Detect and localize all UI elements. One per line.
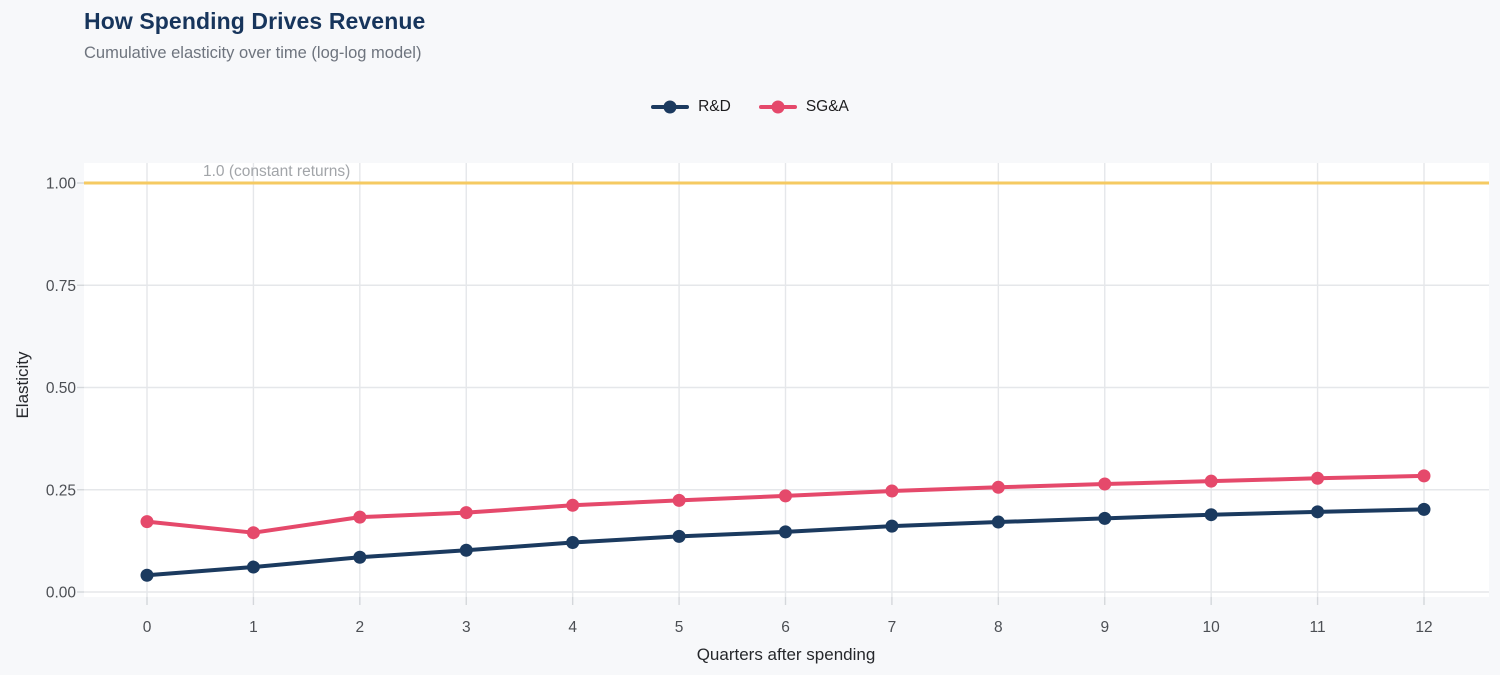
x-tick-label: 10 (1203, 619, 1221, 636)
legend-label-sga: SG&A (805, 98, 849, 115)
x-tick-label: 8 (994, 619, 1003, 636)
y-tick-label: 0.25 (46, 482, 76, 499)
legend-label-rd: R&D (698, 98, 731, 115)
rd-series-marker-icon (651, 100, 690, 114)
data-point-sga (1417, 469, 1431, 483)
x-tick-label: 3 (462, 619, 471, 636)
data-point-sga (246, 526, 260, 540)
reference-line-label: 1.0 (constant returns) (203, 163, 350, 180)
y-tick-label: 1.00 (46, 176, 77, 193)
page-subtitle: Cumulative elasticity over time (log-log… (84, 44, 422, 62)
data-point-sga (779, 489, 792, 503)
data-point-sga (1311, 471, 1325, 485)
data-point-rd (1098, 511, 1112, 525)
sga-dot-swatch (771, 100, 785, 114)
x-tick-label: 11 (1310, 619, 1326, 636)
data-point-rd (1417, 502, 1431, 516)
y-axis-title: Elasticity (13, 351, 32, 419)
x-tick-label: 4 (568, 619, 577, 636)
data-point-rd (353, 550, 367, 564)
data-point-rd (1204, 508, 1218, 522)
x-tick-label: 5 (675, 619, 684, 636)
data-point-rd (459, 543, 473, 557)
data-point-rd (885, 519, 899, 533)
data-point-rd (991, 515, 1005, 529)
page-title: How Spending Drives Revenue (84, 8, 426, 34)
x-tick-label: 2 (356, 619, 365, 636)
y-tick-label: 0.00 (46, 585, 77, 602)
data-point-rd (672, 529, 686, 543)
data-point-sga (459, 506, 473, 520)
x-tick-label: 6 (781, 619, 790, 636)
chart-header: How Spending Drives Revenue Cumulative e… (84, 8, 425, 63)
y-tick-label: 0.50 (46, 380, 77, 397)
data-point-sga (991, 480, 1005, 494)
data-point-rd (246, 560, 260, 574)
y-tick-label: 0.75 (46, 278, 76, 295)
rd-dot-swatch (663, 100, 677, 114)
data-point-sga (1098, 477, 1112, 491)
data-point-sga (566, 498, 580, 512)
x-tick-label: 1 (249, 619, 258, 636)
data-point-sga (885, 484, 899, 498)
x-tick-label: 12 (1415, 619, 1432, 636)
x-tick-label: 0 (143, 619, 152, 636)
legend-item-rd: R&D (651, 98, 731, 116)
data-point-rd (140, 568, 154, 582)
sga-series-marker-icon (758, 100, 797, 114)
data-point-rd (566, 536, 580, 550)
legend: R&D SG&A (0, 98, 1500, 116)
legend-item-sga: SG&A (758, 98, 849, 116)
data-point-sga (140, 515, 154, 529)
data-point-rd (779, 525, 792, 539)
data-point-sga (672, 493, 686, 507)
x-tick-label: 7 (888, 619, 897, 636)
data-point-sga (353, 510, 367, 524)
x-axis-title: Quarters after spending (697, 645, 876, 664)
x-tick-label: 9 (1100, 619, 1109, 636)
data-point-rd (1311, 505, 1325, 519)
data-point-sga (1204, 474, 1218, 488)
